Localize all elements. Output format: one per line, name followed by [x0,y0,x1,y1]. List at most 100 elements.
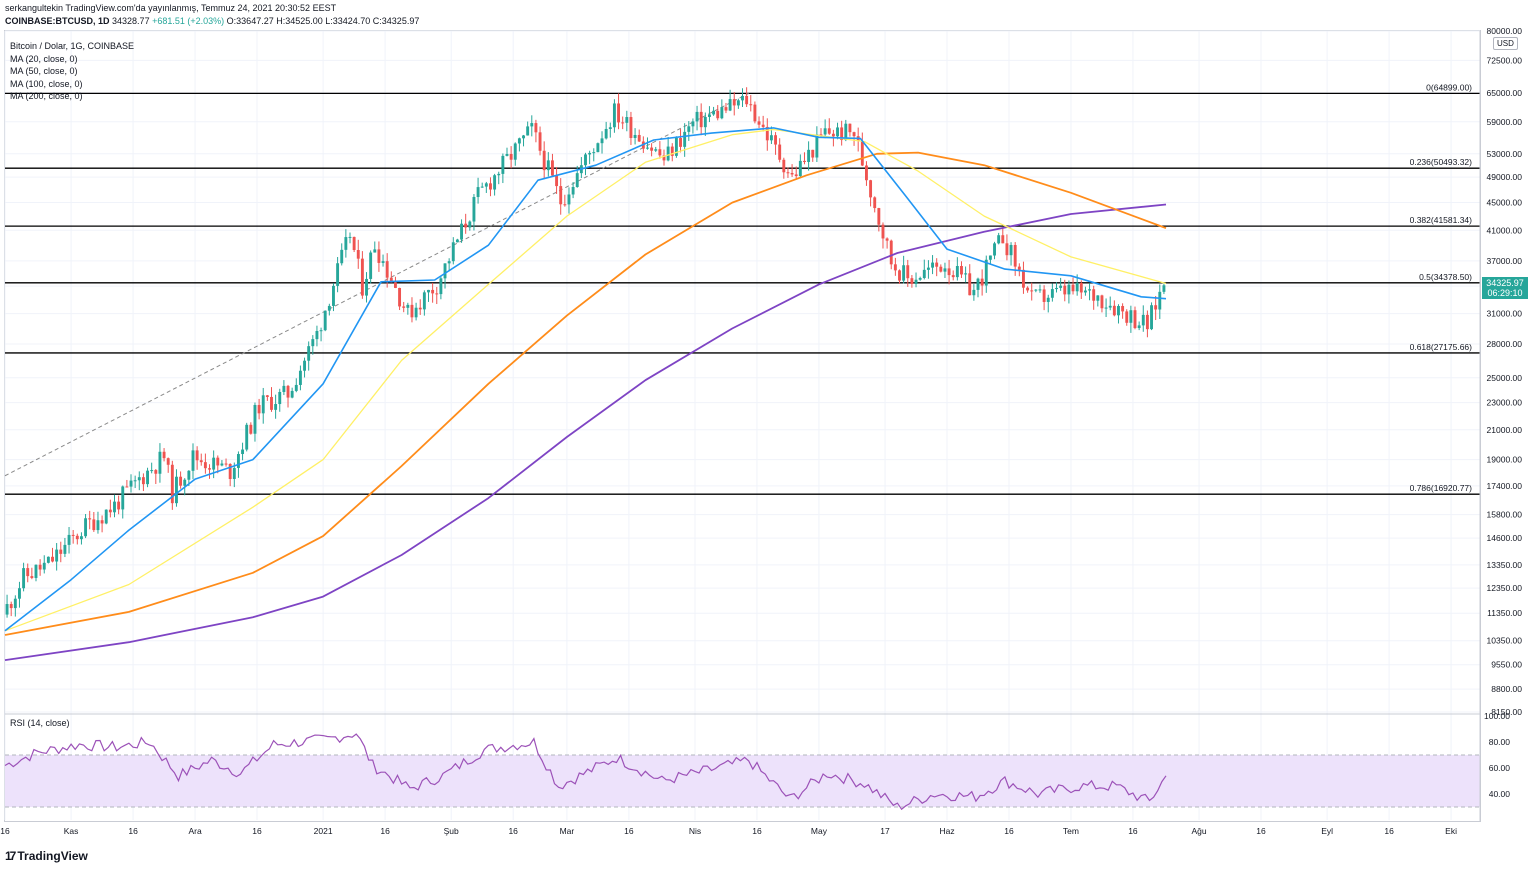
candle-body [1083,290,1087,293]
candle-body [951,275,955,278]
candle-body [451,242,455,262]
candle-body [356,250,360,259]
candle-body [294,384,298,391]
candle-body [1096,295,1100,301]
fib-level-label: 0.618(27175.66) [1410,342,1473,352]
candle-body [431,289,435,294]
candle-body [13,598,17,609]
candle-body [782,159,786,173]
candle-body [117,501,121,510]
candle-body [1059,285,1063,288]
candle-body [646,147,649,149]
currency-button[interactable]: USD [1493,37,1518,50]
candle-body [823,128,827,135]
candle-body [236,454,240,468]
candle-body [513,143,517,160]
candle-body [1071,284,1075,292]
candle-body [699,111,703,128]
candle-body [567,194,571,205]
x-tick-label: Haz [939,826,954,836]
x-tick-label: 16 [252,826,262,836]
candle-body [1034,289,1038,291]
candle-body [67,534,71,545]
candle-body [501,155,505,174]
candle-body [282,385,286,392]
y-tick-label: 11350.00 [1487,608,1522,618]
candle-body [1050,289,1054,298]
candle-body [270,396,273,410]
candle-body [592,152,596,154]
y-tick-label: 23000.00 [1487,398,1523,408]
x-tick-label: 16 [1128,826,1138,836]
candle-body [369,252,373,279]
moving-averages [4,127,1167,661]
candle-body [1075,282,1079,292]
candle-body [848,123,852,133]
candle-body [621,122,625,124]
candle-body [332,285,335,306]
candle-body [881,224,885,239]
candle-body [1129,310,1133,323]
candle-body [728,99,732,111]
candle-body [42,562,46,570]
candle-body [960,266,963,275]
candle-body [274,404,278,410]
last-price: 34328.77 [112,16,150,26]
fib-level-label: 0.236(50493.32) [1410,157,1473,167]
fib-level-label: 0.382(41581.34) [1410,215,1473,225]
candle-body [947,268,951,276]
candle-body [889,240,893,265]
candle-body [757,121,761,125]
candle-body [931,262,935,268]
symbol-quote-line: COINBASE:BTCUSD, 1D 34328.77 +681.51 (+2… [5,16,419,26]
candle-body [150,470,154,472]
candle-body [1133,310,1137,329]
candle-body [769,135,773,141]
y-tick-label: 28000.00 [1487,339,1523,349]
candle-body [497,173,501,176]
candle-body [113,501,116,513]
rsi-tick-label: 60.00 [1489,763,1511,773]
candle-body [129,480,133,487]
x-tick-label: Şub [444,826,459,836]
candle-body [526,126,530,136]
candle-body [286,385,290,398]
candle-body [1001,235,1005,244]
candle-body [980,278,984,286]
candle-body [637,134,641,142]
candle-body [984,259,988,286]
candle-body [323,310,327,331]
candle-body [588,152,592,155]
candle-body [559,186,563,205]
candle-body [873,197,877,209]
candle-body [1108,305,1112,308]
candle-body [373,249,377,253]
candle-body [125,486,129,488]
candle-body [852,132,856,137]
candle-body [720,107,724,119]
candle-body [183,479,187,486]
candle-body [154,470,158,474]
candle-body [1162,285,1166,292]
grid-lines [4,30,1480,820]
candle-body [753,104,757,122]
candle-body [910,278,914,284]
y-tick-label: 59000.00 [1487,117,1523,127]
candle-body [108,509,112,513]
candle-body [203,462,207,469]
candle-body [18,588,21,599]
candle-body [1013,244,1017,267]
candle-body [914,279,918,284]
candle-body [955,266,959,278]
tradingview-logo[interactable]: 17 TradingView [5,849,88,863]
candle-body [803,160,806,162]
candle-body [75,535,79,540]
candle-body [121,486,125,510]
candle-body [406,304,410,308]
rsi-tick-label: 100.00 [1484,711,1510,721]
candle-body [1009,244,1013,256]
candle-body [245,424,249,450]
candle-body [30,576,34,578]
legend-title: Bitcoin / Dolar, 1G, COINBASE [10,41,135,51]
